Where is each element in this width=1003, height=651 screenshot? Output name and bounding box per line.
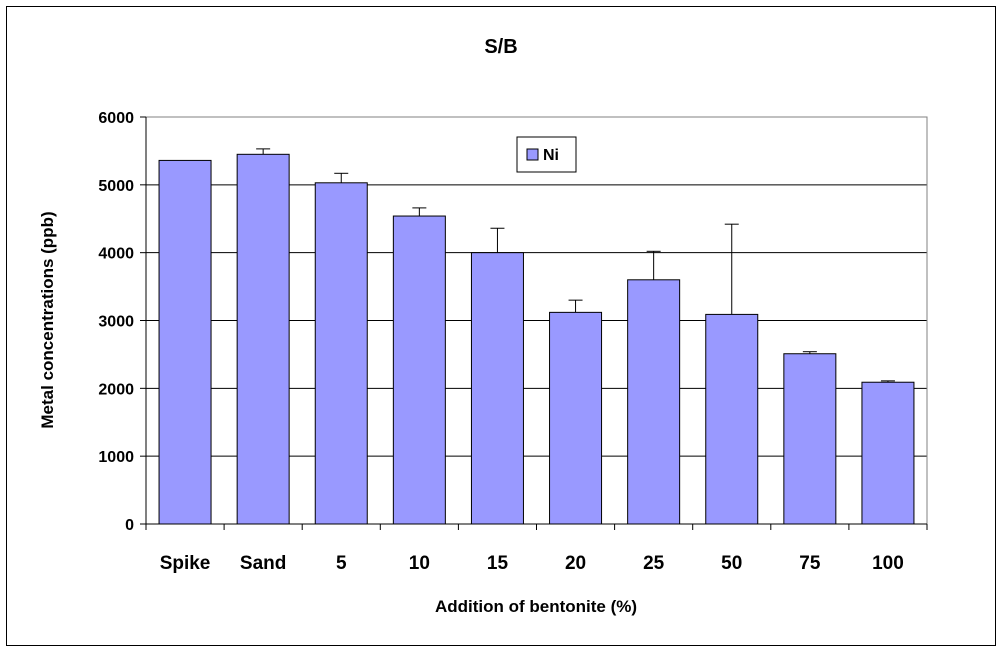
bars (158, 153, 915, 525)
legend: Ni (516, 136, 577, 173)
bar-ni-50 (705, 313, 759, 525)
y-tick-label: 4000 (98, 246, 134, 263)
x-tick-label: 50 (721, 553, 742, 574)
x-tick-label: 15 (487, 553, 509, 574)
y-tick-label: 3000 (98, 314, 134, 331)
y-tick-label: 0 (125, 517, 134, 534)
x-axis: Spike Sand 5 10 15 20 25 50 75 100 (145, 523, 928, 574)
bar-ni-75 (783, 353, 837, 525)
bar-ni-15 (470, 252, 524, 525)
x-tick-label: 5 (336, 553, 347, 574)
y-tick-label: 2000 (98, 381, 134, 398)
legend-label-ni: Ni (543, 147, 559, 164)
bar-ni-5 (314, 182, 368, 525)
error-bars (256, 148, 895, 383)
chart-title: S/B (484, 36, 517, 58)
x-tick-label: 20 (565, 553, 586, 574)
x-tick-label: 25 (643, 553, 665, 574)
y-tick-label: 1000 (98, 449, 134, 466)
legend-swatch-ni (526, 148, 539, 161)
x-tick-label: Spike (160, 553, 211, 574)
x-tick-label: Sand (240, 553, 286, 574)
y-tick-label: 6000 (98, 110, 134, 127)
bar-ni-10 (392, 215, 446, 525)
x-axis-title: Addition of bentonite (%) (435, 597, 637, 616)
x-tick-label: 75 (799, 553, 821, 574)
bar-ni-Sand (236, 153, 290, 525)
bar-ni-20 (549, 311, 603, 525)
y-axis-title: Metal concentrations (ppb) (38, 211, 57, 428)
y-tick-label: 5000 (98, 178, 134, 195)
x-tick-label: 10 (409, 553, 430, 574)
y-axis: 0 1000 2000 3000 4000 5000 6000 (98, 110, 147, 534)
x-tick-label: 100 (872, 553, 904, 574)
bar-ni-25 (627, 279, 681, 525)
bar-ni-100 (861, 381, 915, 525)
bar-ni-Spike (158, 159, 212, 525)
